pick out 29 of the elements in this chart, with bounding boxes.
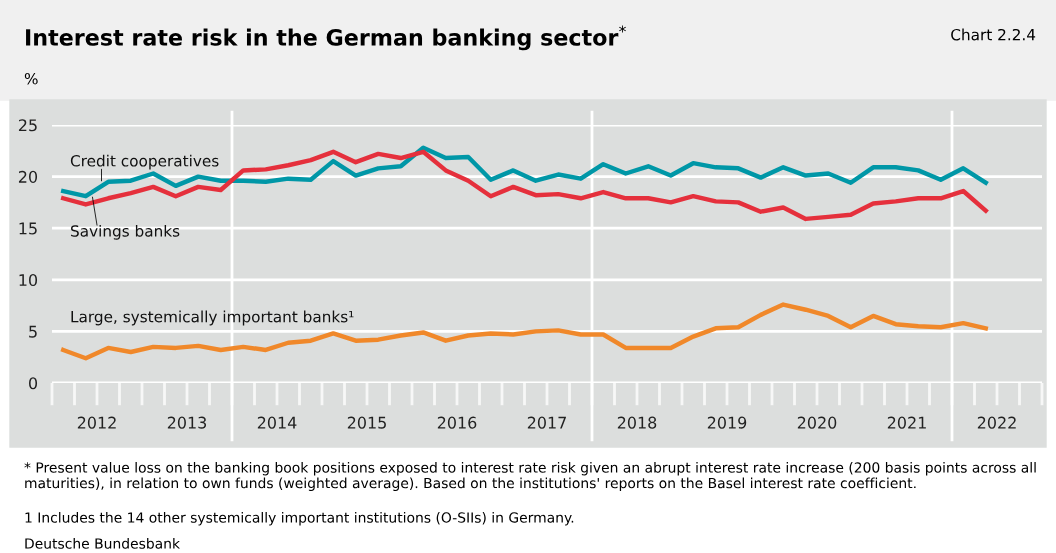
series-label: Savings banks xyxy=(71,224,180,240)
series-label: Credit cooperatives xyxy=(70,154,219,170)
y-tick-label: 20 xyxy=(18,170,38,183)
x-tick-label: 2016 xyxy=(437,416,477,429)
y-tick-label: 25 xyxy=(18,119,37,132)
line-series xyxy=(61,302,988,361)
text: * Present value loss on the banking book positions exposed to interest rate risk given an abrupt interest rate increase (200 basis points across all maturities), in relation to own funds (weighted average). Based on the institutions' reports on the Basel interest rate coefficient. xyxy=(24,462,1036,491)
x-tick-label: 2022 xyxy=(977,416,1016,429)
x-tick-label: 2017 xyxy=(527,416,566,429)
chart-title: Interest rate risk in the German banking sector$^{*}$ xyxy=(26,25,626,51)
y-axis-title: % xyxy=(24,72,38,85)
x-tick-label: 2020 xyxy=(797,416,837,429)
chart-subtitle: Chart 2.2.4 xyxy=(951,28,1036,41)
series-label: Large, systemically important banks¹ xyxy=(71,310,354,326)
y-tick-label: 10 xyxy=(19,274,38,287)
x-tick-label: 2013 xyxy=(167,416,207,429)
y-tick-label: 5 xyxy=(29,325,37,338)
x-tick-label: 2021 xyxy=(887,416,926,429)
x-tick-label: 2018 xyxy=(617,416,657,429)
y-tick-label: 0 xyxy=(29,377,38,390)
y-tick-label: 15 xyxy=(19,222,37,235)
x-tick-label: 2012 xyxy=(77,416,116,429)
text: Deutsche Bundesbank xyxy=(25,538,180,549)
text: 1 Includes the 14 other systemically important institutions (O-SIIs) in Germany. xyxy=(25,512,574,526)
line-series xyxy=(61,149,988,222)
x-tick-label: 2014 xyxy=(257,416,297,429)
x-tick-label: 2015 xyxy=(347,416,386,429)
x-tick-label: 2019 xyxy=(707,416,747,429)
line-series xyxy=(61,145,988,199)
